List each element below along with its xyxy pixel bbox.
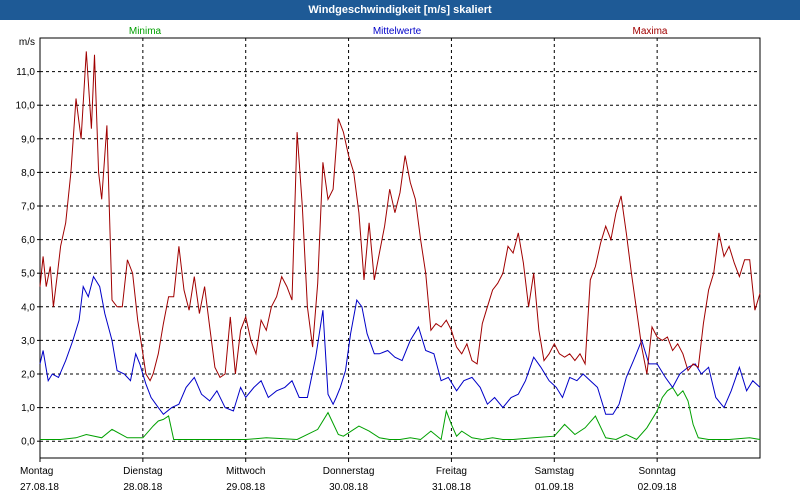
series-line-minima [40,386,761,441]
legend-minima: Minima [129,26,162,37]
x-tick-label-date: 30.08.18 [329,482,368,493]
chart-title: Windgeschwindigkeit [m/s] skaliert [0,0,800,20]
y-tick-label: 3,0 [21,336,35,347]
legend-mittelwerte: Mittelwerte [373,26,422,37]
x-tick-label-date: 27.08.18 [20,482,59,493]
y-tick-label: 11,0 [16,67,35,78]
x-tick-label-day: Montag [20,466,53,477]
plot-area-border [39,37,761,459]
x-tick-label-day: Sonntag [639,466,676,477]
y-tick-label: 4,0 [21,302,35,313]
x-tick-label-day: Freitag [436,466,467,477]
y-tick-label: 9,0 [21,134,35,145]
series-line-maxima [39,51,761,382]
x-tick-label-day: Samstag [535,466,574,477]
y-tick-label: 6,0 [21,235,35,246]
x-tick-label-date: 31.08.18 [432,482,471,493]
y-tick-label: 5,0 [21,269,35,280]
y-tick-label: 7,0 [21,202,35,213]
x-tick-label-date: 29.08.18 [226,482,265,493]
x-tick-label-date: 28.08.18 [123,482,162,493]
legend-maxima: Maxima [632,26,667,37]
y-tick-label: 2,0 [21,370,35,381]
x-tick-label-day: Mittwoch [226,466,265,477]
x-tick-label-day: Dienstag [123,466,162,477]
x-tick-label-date: 02.09.18 [638,482,677,493]
x-tick-label-day: Donnerstag [323,466,375,477]
x-tick-label-date: 01.09.18 [535,482,574,493]
y-axis-label: m/s [19,37,35,48]
series-line-mittelwerte [39,275,761,416]
chart-canvas: 0,0 1,0 2,0 3,0 4,0 5,0 6,0 7,0 8,0 9,0 10,0 11,0 m/… [16,26,761,493]
y-tick-label: 10,0 [16,101,36,112]
y-tick-label: 8,0 [21,168,35,179]
y-tick-label: 1,0 [21,403,35,414]
y-tick-label: 0,0 [21,437,35,448]
